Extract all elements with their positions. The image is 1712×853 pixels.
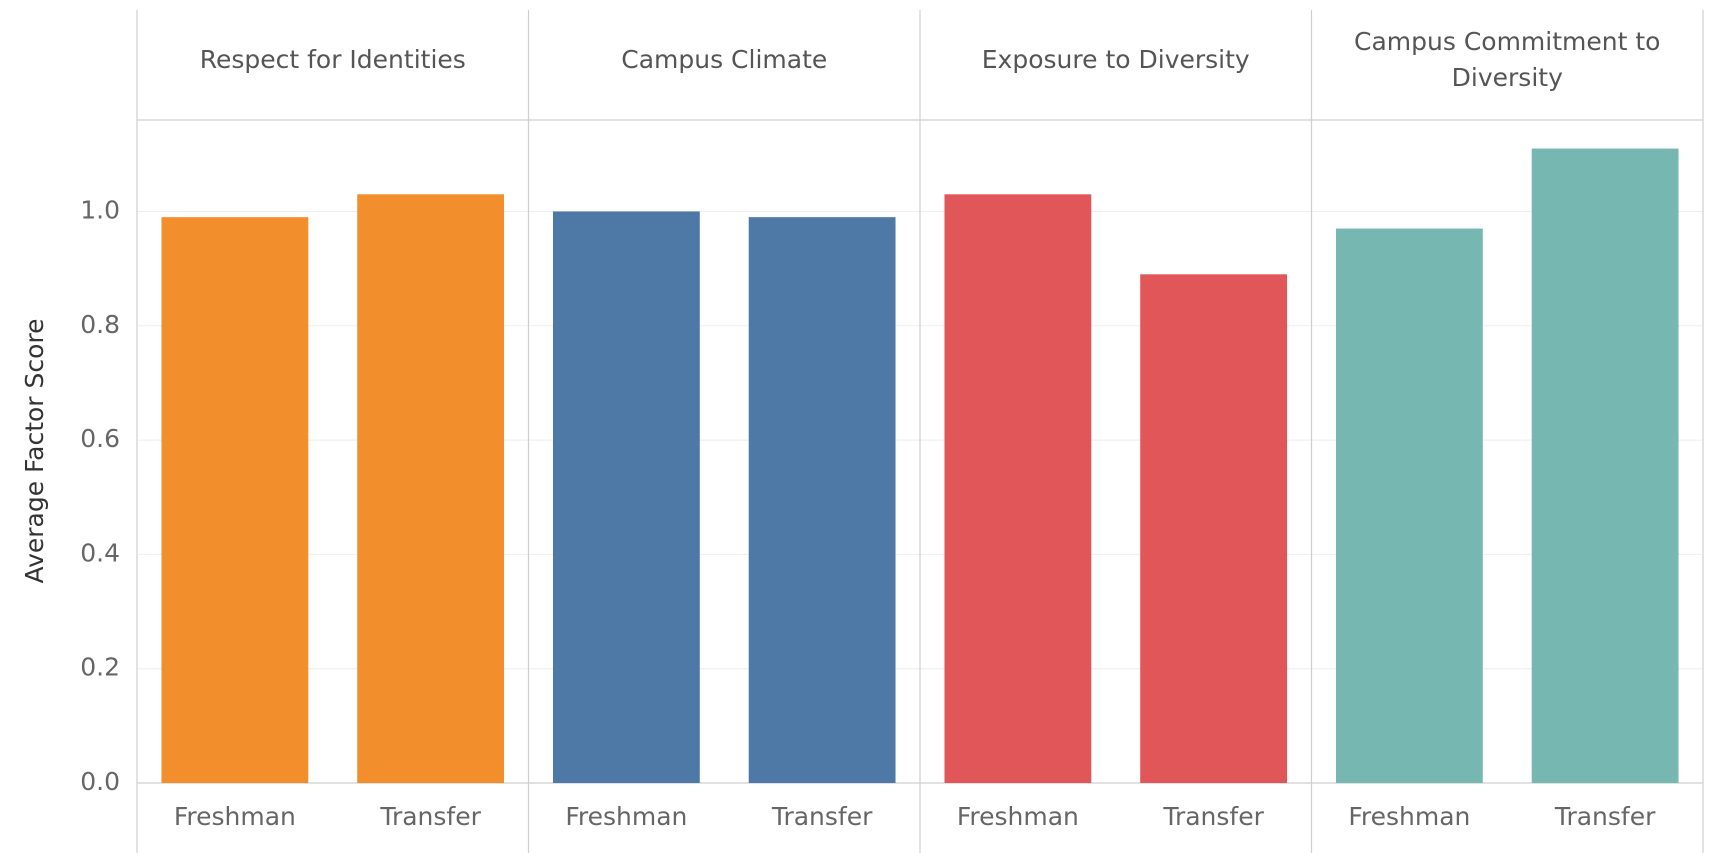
bar xyxy=(1531,148,1679,784)
y-tick-label: 0.2 xyxy=(80,653,120,682)
facet-title: Campus Commitment to Diversity xyxy=(1354,26,1661,92)
facet-title: Respect for Identities xyxy=(199,44,466,74)
x-tick-label: Transfer xyxy=(1554,802,1656,831)
bar xyxy=(944,194,1092,783)
bar xyxy=(552,211,700,784)
x-tick-label: Transfer xyxy=(379,802,481,831)
y-tick-label: 0.4 xyxy=(80,538,120,567)
bar xyxy=(748,217,896,783)
y-tick-label: 0.6 xyxy=(80,424,120,453)
x-tick-label: Transfer xyxy=(771,802,873,831)
facet-title: Exposure to Diversity xyxy=(981,44,1250,74)
facet-title: Campus Climate xyxy=(621,44,828,74)
bar xyxy=(1335,228,1483,783)
y-tick-label: 0.8 xyxy=(80,310,120,339)
bar xyxy=(1140,274,1288,783)
bar xyxy=(357,194,505,783)
x-tick-label: Freshman xyxy=(1348,802,1470,831)
bar xyxy=(161,217,309,783)
y-axis-label: Average Factor Score xyxy=(20,318,49,583)
y-tick-label: 1.0 xyxy=(80,195,120,224)
x-tick-label: Freshman xyxy=(565,802,687,831)
x-tick-label: Freshman xyxy=(957,802,1079,831)
y-tick-label: 0.0 xyxy=(80,767,120,796)
x-tick-label: Freshman xyxy=(174,802,296,831)
x-tick-label: Transfer xyxy=(1162,802,1264,831)
